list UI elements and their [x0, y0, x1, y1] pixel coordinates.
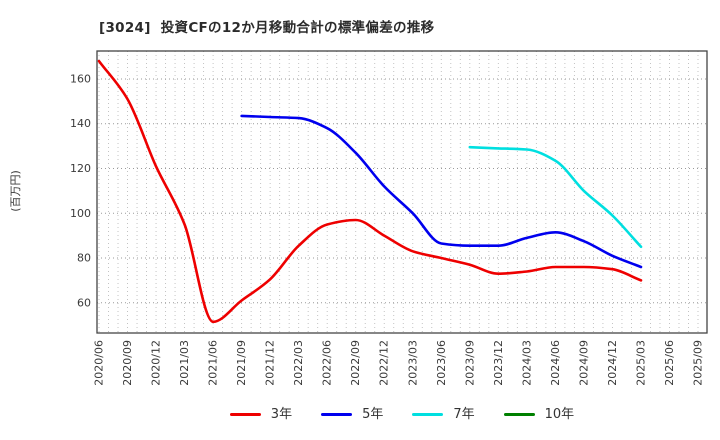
- x-tick-label: 2024/03: [520, 340, 533, 386]
- legend-marker-2: [321, 412, 353, 416]
- y-tick-label: 60: [77, 296, 91, 309]
- legend-item-4: 10年: [503, 406, 575, 422]
- legend-marker-3: [412, 412, 444, 416]
- x-tick-label: 2020/12: [150, 340, 163, 386]
- x-tick-label: 2022/12: [378, 340, 391, 386]
- x-tick-label: 2021/09: [235, 340, 248, 386]
- x-tick-label: 2022/03: [292, 340, 305, 386]
- x-tick-label: 2023/12: [492, 340, 505, 386]
- x-tick-label: 2023/06: [435, 340, 448, 386]
- x-tick-label: 2020/06: [93, 340, 106, 386]
- x-tick-label: 2025/06: [663, 340, 676, 386]
- y-tick-label: 80: [77, 252, 91, 265]
- x-tick-label: 2023/03: [406, 340, 419, 386]
- legend-label-1: 3年: [270, 406, 293, 422]
- x-tick-label: 2022/06: [321, 340, 334, 386]
- legend-marker-1: [229, 412, 261, 416]
- x-tick-label: 2023/09: [463, 340, 476, 386]
- x-tick-label: 2025/03: [635, 340, 648, 386]
- legend: 3年 5年 7年 10年: [97, 404, 707, 424]
- legend-marker-4: [503, 412, 535, 416]
- series-line-1: [97, 59, 643, 324]
- x-tick-label: 2021/03: [178, 340, 191, 386]
- x-tick-label: 2020/09: [121, 340, 134, 386]
- x-tick-label: 2022/09: [349, 340, 362, 386]
- y-tick-label: 100: [70, 207, 91, 220]
- y-tick-label: 160: [70, 72, 91, 85]
- x-tick-label: 2021/06: [207, 340, 220, 386]
- series-line-3: [468, 145, 643, 249]
- x-tick-label: 2021/12: [264, 340, 277, 386]
- plot-border: [96, 50, 708, 334]
- chart-title: [3024] 投資CFの12か月移動合計の標準偏差の推移: [99, 20, 435, 36]
- y-tick-label: 140: [70, 117, 91, 130]
- legend-item-1: 3年: [229, 406, 293, 422]
- legend-item-3: 7年: [412, 406, 475, 422]
- x-tick-label: 2024/12: [606, 340, 619, 386]
- legend-item-2: 5年: [321, 408, 383, 421]
- x-tick-label: 2025/09: [692, 340, 705, 386]
- x-tick-label: 2024/06: [549, 340, 562, 386]
- y-tick-label: 120: [70, 162, 91, 175]
- series-line-2: [240, 114, 643, 269]
- legend-label-3: 7年: [453, 406, 475, 422]
- x-tick-label: 2024/09: [577, 340, 590, 386]
- legend-label-2: 5年: [362, 406, 384, 422]
- legend-label-4: 10年: [544, 406, 575, 422]
